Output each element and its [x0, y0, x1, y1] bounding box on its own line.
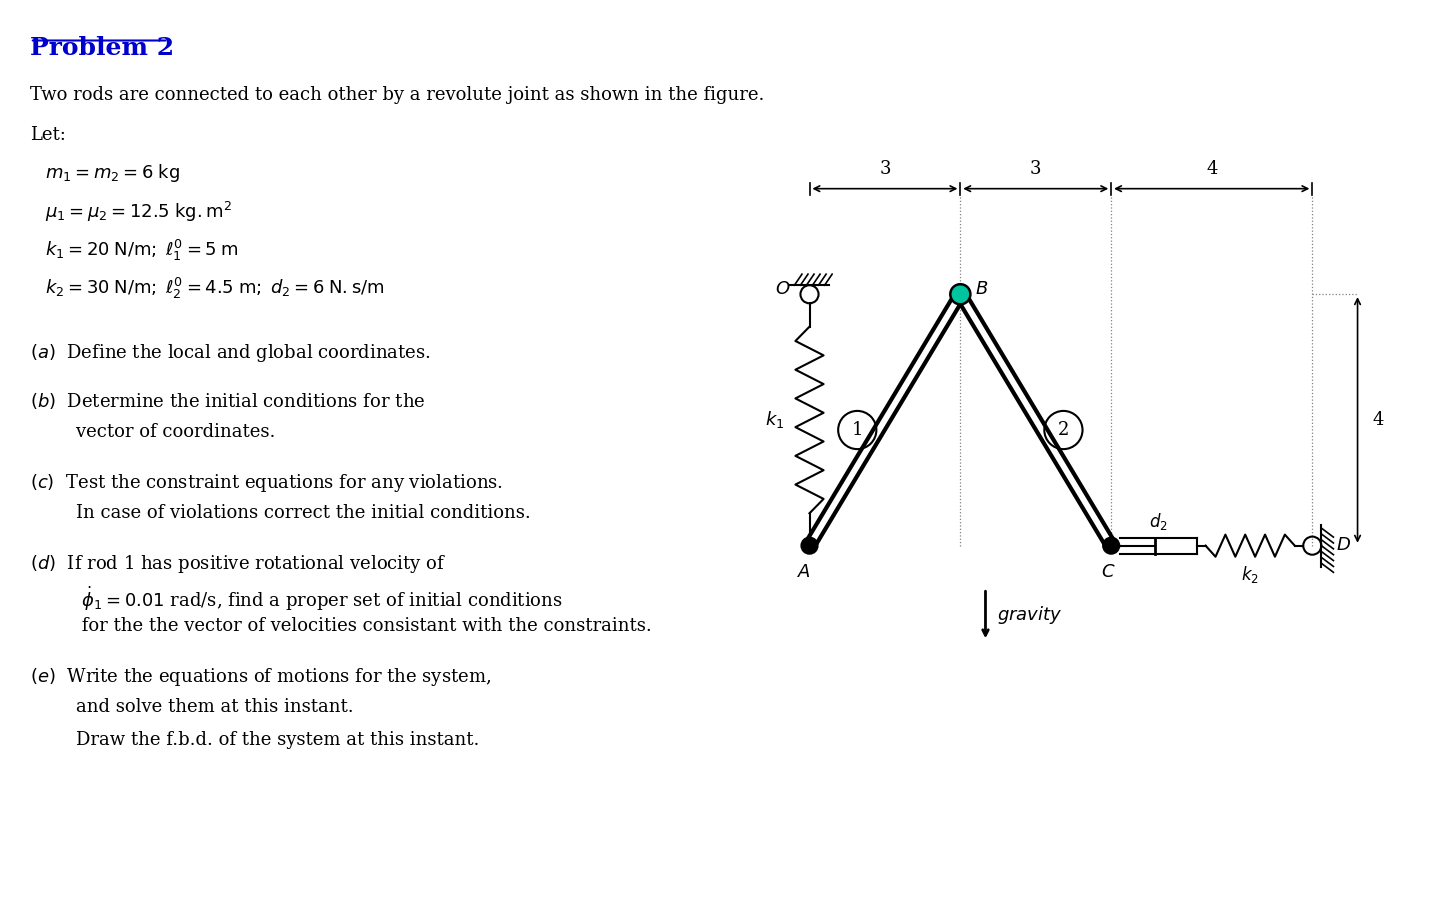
- Text: $\dot{\phi}_1 = 0.01$ rad/s, find a proper set of initial conditions: $\dot{\phi}_1 = 0.01$ rad/s, find a prop…: [30, 585, 562, 613]
- Text: $(d)$  If rod 1 has positive rotational velocity of: $(d)$ If rod 1 has positive rotational v…: [30, 553, 446, 574]
- Text: $(b)$  Determine the initial conditions for the: $(b)$ Determine the initial conditions f…: [30, 391, 426, 410]
- Text: 3: 3: [1030, 159, 1041, 177]
- Text: 1: 1: [851, 421, 863, 439]
- Text: $B$: $B$: [975, 280, 989, 298]
- Text: $C$: $C$: [1102, 563, 1116, 581]
- Text: In case of violations correct the initial conditions.: In case of violations correct the initia…: [30, 504, 531, 522]
- Circle shape: [801, 537, 818, 554]
- Text: $(c)$  Test the constraint equations for any violations.: $(c)$ Test the constraint equations for …: [30, 472, 503, 493]
- Circle shape: [951, 284, 971, 304]
- Text: $\mu_1 = \mu_2 = 12.5\;\mathrm{kg.m^2}$: $\mu_1 = \mu_2 = 12.5\;\mathrm{kg.m^2}$: [45, 200, 232, 224]
- Text: for the the vector of velocities consistant with the constraints.: for the the vector of velocities consist…: [30, 617, 651, 635]
- Text: vector of coordinates.: vector of coordinates.: [30, 423, 275, 441]
- Text: Let:: Let:: [30, 126, 66, 144]
- Text: $D$: $D$: [1336, 536, 1352, 554]
- Text: 4: 4: [1373, 411, 1383, 429]
- Text: Problem 2: Problem 2: [30, 36, 174, 60]
- Text: $k_1$: $k_1$: [765, 410, 784, 430]
- Text: 2: 2: [1058, 421, 1068, 439]
- Circle shape: [1103, 537, 1119, 554]
- Text: $(e)$  Write the equations of motions for the system,: $(e)$ Write the equations of motions for…: [30, 666, 492, 688]
- Text: $O$: $O$: [775, 280, 791, 298]
- Text: $(a)$  Define the local and global coordinates.: $(a)$ Define the local and global coordi…: [30, 342, 430, 364]
- Text: Two rods are connected to each other by a revolute joint as shown in the figure.: Two rods are connected to each other by …: [30, 86, 764, 104]
- Text: 4: 4: [1206, 159, 1218, 177]
- Text: $k_1 = 20\;\mathrm{N/m};\;\ell_1^{0} = 5\;\mathrm{m}$: $k_1 = 20\;\mathrm{N/m};\;\ell_1^{0} = 5…: [45, 238, 239, 263]
- Text: Draw the f.b.d. of the system at this instant.: Draw the f.b.d. of the system at this in…: [30, 731, 479, 749]
- Text: $m_1 = m_2 = 6\;\mathrm{kg}$: $m_1 = m_2 = 6\;\mathrm{kg}$: [45, 162, 180, 184]
- Text: $gravity$: $gravity$: [997, 604, 1063, 626]
- Text: $k_2$: $k_2$: [1241, 564, 1260, 585]
- Text: $d_2$: $d_2$: [1149, 510, 1168, 532]
- Text: 3: 3: [879, 159, 890, 177]
- Text: $A$: $A$: [798, 563, 811, 581]
- Text: and solve them at this instant.: and solve them at this instant.: [30, 698, 354, 716]
- Text: $k_2 = 30\;\mathrm{N/m};\;\ell_2^{0} = 4.5\;\mathrm{m};\;d_2 = 6\;\mathrm{N.s/m}: $k_2 = 30\;\mathrm{N/m};\;\ell_2^{0} = 4…: [45, 275, 384, 301]
